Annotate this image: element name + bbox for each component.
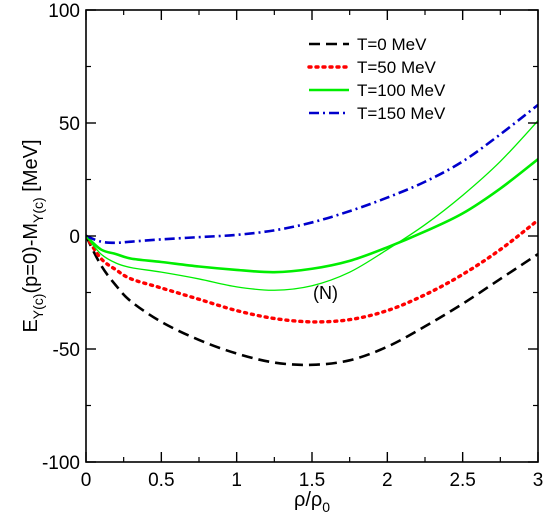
legend-entry-t0: T=0 MeV [309, 35, 427, 54]
x-tick-label: 2.5 [449, 470, 475, 491]
legend: T=0 MeV T=50 MeV T=100 MeV T=150 MeV [307, 35, 446, 123]
y-tick-label: -50 [53, 340, 80, 361]
legend-label-t50: T=50 MeV [357, 58, 437, 77]
y-tick-label: 50 [59, 114, 80, 135]
x-tick-label: 3 [533, 470, 544, 491]
y-tick-label: 100 [48, 1, 80, 22]
legend-label-t150: T=150 MeV [357, 104, 446, 123]
legend-entry-t100: T=100 MeV [309, 81, 446, 100]
legend-entry-t150: T=150 MeV [309, 104, 446, 123]
series-line-3 [86, 103, 538, 245]
legend-label-t100: T=100 MeV [357, 81, 446, 100]
y-axis-title: EY(c)(p=0)-MY(c) [MeV] [20, 139, 46, 332]
curve-annotation: (N) [313, 283, 338, 303]
series-line-1 [86, 218, 538, 324]
x-tick-label: 0.5 [148, 470, 174, 491]
plot-frame [85, 9, 539, 463]
x-axis-title: ρ/ρ0 [294, 489, 330, 515]
x-tick-label: 1 [231, 470, 242, 491]
legend-entry-t50: T=50 MeV [307, 58, 437, 77]
series-layer [86, 103, 538, 367]
series-line-2 [86, 158, 538, 274]
y-tick-label: 0 [69, 227, 80, 248]
legend-label-t0: T=0 MeV [357, 35, 427, 54]
series-line-4 [86, 120, 538, 291]
series-line-0 [86, 235, 538, 367]
x-tick-label: 2 [382, 470, 393, 491]
x-tick-label: 0 [81, 470, 92, 491]
series-group [86, 103, 538, 367]
tick-layer: 0 0.5 1 1.5 2 2.5 3 -100 -50 0 50 100 [42, 1, 543, 491]
x-tick-label: 1.5 [299, 470, 325, 491]
y-tick-label: -100 [42, 453, 80, 474]
